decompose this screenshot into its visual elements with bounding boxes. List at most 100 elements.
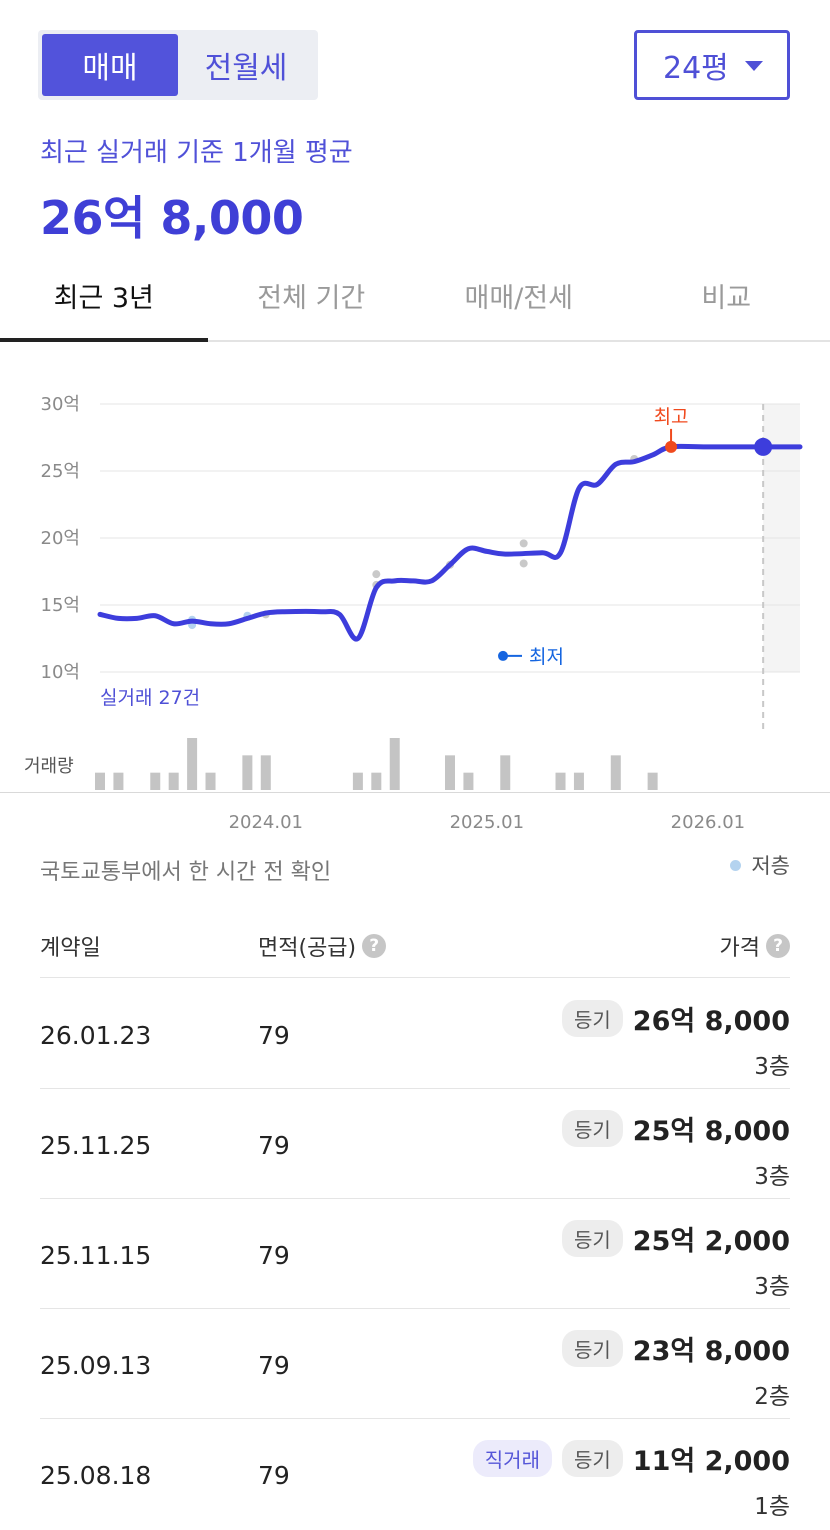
- y-tick-label: 20억: [41, 528, 80, 549]
- y-tick-label: 25억: [41, 461, 80, 482]
- row-floor: 3층: [754, 1274, 790, 1300]
- volume-label: 거래량: [24, 756, 74, 777]
- volume-bar: [260, 755, 271, 790]
- registered-badge: 등기: [561, 1110, 623, 1147]
- header-date-label: 계약일: [40, 936, 101, 961]
- row-price: 등기 23억 8,000: [561, 1329, 790, 1368]
- x-tick-label: 2025.01: [450, 812, 524, 833]
- chart-divider: [0, 792, 830, 793]
- table-row[interactable]: 25.11.25 79 등기 25억 8,000 3층: [40, 1089, 790, 1199]
- row-price-value: 25억 8,000: [632, 1116, 790, 1147]
- table-row[interactable]: 25.09.13 79 등기 23억 8,000 2층: [40, 1309, 790, 1419]
- y-tick-label: 10억: [41, 662, 80, 683]
- header-area: 면적(공급) ?: [258, 930, 387, 962]
- help-icon[interactable]: ?: [362, 934, 387, 958]
- table-row[interactable]: 26.01.23 79 등기 26억 8,000 3층: [40, 979, 790, 1089]
- row-date: 25.09.13: [40, 1351, 152, 1380]
- y-tick-label: 15억: [41, 595, 80, 616]
- latest-point[interactable]: [754, 437, 773, 456]
- volume-bar: [168, 772, 179, 790]
- x-tick-label: 2024.01: [229, 812, 303, 833]
- row-date: 25.11.25: [40, 1131, 152, 1160]
- row-price: 등기 25억 2,000: [561, 1219, 790, 1258]
- row-price-value: 26억 8,000: [632, 1006, 790, 1037]
- row-area: 79: [258, 1351, 290, 1380]
- row-floor: 3층: [754, 1164, 790, 1190]
- volume-bar: [573, 772, 584, 790]
- volume-bar: [610, 755, 621, 790]
- average-caption: 최근 실거래 기준 1개월 평균: [40, 138, 353, 168]
- row-date: 25.11.15: [40, 1241, 152, 1270]
- row-price: 직거래 등기 11억 2,000: [472, 1439, 790, 1478]
- table-row[interactable]: 25.08.18 79 직거래 등기 11억 2,000 1층: [40, 1419, 790, 1529]
- help-icon[interactable]: ?: [766, 934, 790, 958]
- sale-tab-button[interactable]: 매매: [42, 34, 178, 96]
- tab-sale-jeonse[interactable]: 매매/전세: [464, 283, 573, 314]
- header-area-label: 면적(공급): [258, 936, 357, 961]
- volume-bar: [205, 772, 216, 790]
- volume-bar: [500, 755, 511, 790]
- volume-bar: [647, 772, 658, 790]
- legend-label: 저층: [751, 854, 790, 878]
- row-price-value: 11억 2,000: [632, 1446, 790, 1477]
- registered-badge: 등기: [561, 1220, 623, 1257]
- trade-point: [519, 539, 528, 548]
- y-tick-label: 30억: [41, 394, 80, 415]
- row-date: 26.01.23: [40, 1021, 152, 1050]
- tab-recent-3-years[interactable]: 최근 3년: [0, 258, 208, 342]
- source-note: 국토교통부에서 한 시간 전 확인: [40, 860, 332, 885]
- high-label: 최고: [654, 406, 689, 428]
- caret-down-icon: [745, 61, 763, 71]
- rent-tab-button[interactable]: 전월세: [204, 51, 288, 86]
- volume-bar: [389, 738, 400, 790]
- registered-badge: 등기: [561, 1000, 623, 1037]
- price-series-line: [97, 443, 803, 642]
- row-area: 79: [258, 1241, 290, 1270]
- volume-bar: [113, 772, 124, 790]
- high-marker-dot: [665, 440, 678, 453]
- size-dropdown[interactable]: 24평: [634, 30, 790, 100]
- row-price-value: 25억 2,000: [632, 1226, 790, 1257]
- volume-bar: [150, 772, 161, 790]
- volume-bar: [242, 755, 253, 790]
- row-area: 79: [258, 1021, 290, 1050]
- size-dropdown-value: 24평: [663, 51, 729, 86]
- registered-badge: 등기: [561, 1330, 623, 1367]
- volume-bar: [445, 755, 455, 790]
- direct-deal-badge: 직거래: [472, 1440, 552, 1477]
- row-price: 등기 26억 8,000: [561, 999, 790, 1038]
- low-floor-legend: 저층: [730, 850, 790, 880]
- tab-compare[interactable]: 비교: [701, 283, 752, 314]
- registered-badge: 등기: [561, 1440, 623, 1477]
- row-price: 등기 25억 8,000: [561, 1109, 790, 1148]
- header-date: 계약일: [40, 930, 101, 962]
- volume-bar: [555, 772, 566, 790]
- row-floor: 3층: [754, 1054, 790, 1080]
- average-price: 26억 8,000: [40, 191, 304, 245]
- volume-bar: [463, 772, 474, 790]
- table-header: 계약일 면적(공급) ? 가격 ?: [40, 922, 790, 978]
- volume-bar: [352, 772, 363, 790]
- low-label: 최저: [529, 646, 564, 668]
- volume-bar: [95, 772, 105, 790]
- table-row[interactable]: 25.11.15 79 등기 25억 2,000 3층: [40, 1199, 790, 1309]
- row-area: 79: [258, 1461, 290, 1490]
- trade-type-toggle: 매매 전월세: [38, 30, 318, 100]
- header-price-label: 가격: [719, 936, 760, 961]
- trade-count-label: 실거래 27건: [100, 687, 200, 709]
- tab-all-period[interactable]: 전체 기간: [257, 283, 366, 314]
- header-price: 가격 ?: [720, 930, 790, 962]
- row-area: 79: [258, 1131, 290, 1160]
- trade-point: [519, 559, 528, 568]
- low-floor-dot-icon: [730, 859, 742, 871]
- row-floor: 2층: [754, 1384, 790, 1410]
- volume-bar: [187, 738, 198, 790]
- x-tick-label: 2026.01: [671, 812, 745, 833]
- row-price-value: 23억 8,000: [632, 1336, 790, 1367]
- row-date: 25.08.18: [40, 1461, 152, 1490]
- row-floor: 1층: [754, 1494, 790, 1520]
- period-tabs: 최근 3년 전체 기간 매매/전세 비교: [0, 258, 830, 342]
- trade-point: [372, 570, 381, 579]
- volume-bar: [371, 772, 382, 790]
- price-chart[interactable]: 30억 25억 20억 15억 10억 최고 최저 실거래 27건 거래량 2024.0…: [0, 380, 830, 840]
